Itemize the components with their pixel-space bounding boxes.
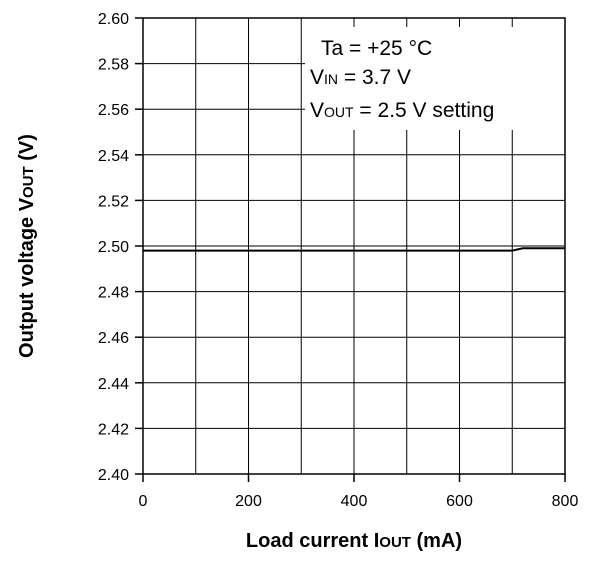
x-tick-label: 0 [139, 493, 148, 510]
y-tick-label: 2.54 [98, 148, 129, 165]
y-tick-label: 2.50 [98, 239, 129, 256]
annotation-input-voltage: VIN = 3.7 V [310, 66, 411, 89]
annotation-temperature: Ta = +25 °C [321, 37, 432, 60]
y-tick-label: 2.52 [98, 193, 129, 210]
annotation-output-setting: VOUT = 2.5 V setting [310, 99, 494, 122]
y-tick-label: 2.60 [98, 11, 129, 28]
y-tick-label: 2.40 [98, 467, 129, 484]
x-tick-label: 600 [446, 493, 473, 510]
y-tick-label: 2.44 [98, 376, 129, 393]
y-tick-label: 2.46 [98, 330, 129, 347]
y-tick-labels: 2.40 2.42 2.44 2.46 2.48 2.50 2.52 2.54 2.56 2.58… [98, 11, 129, 484]
y-tick-label: 2.42 [98, 421, 129, 438]
tick-marks [135, 17, 566, 482]
x-tick-label: 800 [552, 493, 579, 510]
plot-frame [142, 17, 566, 475]
x-tick-labels: 0 200 400 600 800 [139, 493, 579, 510]
y-tick-label: 2.58 [98, 57, 129, 74]
annotation-box [305, 27, 565, 130]
x-tick-label: 200 [235, 493, 262, 510]
y-axis-label: Output voltage VOUT (V) [16, 134, 38, 358]
x-tick-label: 400 [341, 493, 368, 510]
y-tick-label: 2.56 [98, 102, 129, 119]
series-line [143, 247, 565, 252]
x-axis-label: Load current IOUT (mA) [246, 530, 462, 552]
y-tick-label: 2.48 [98, 285, 129, 302]
